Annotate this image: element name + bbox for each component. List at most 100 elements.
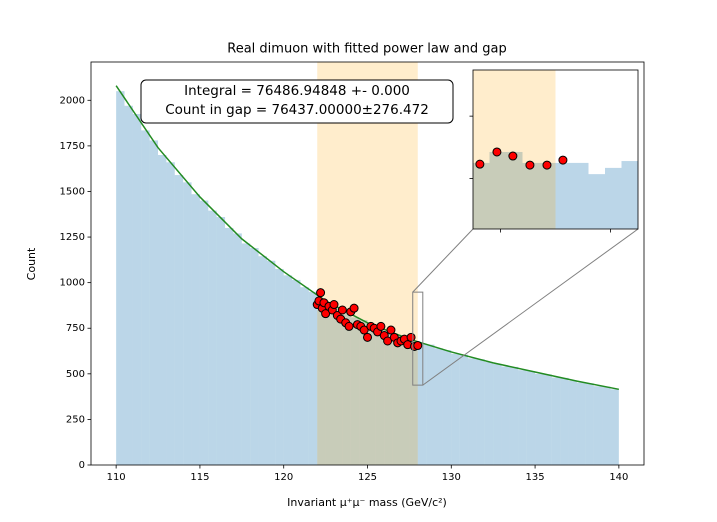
histogram-bar: [501, 366, 510, 465]
histogram-bar: [526, 371, 536, 465]
data-point: [329, 300, 339, 310]
data-point: [363, 332, 372, 342]
histogram-bar: [555, 162, 589, 229]
x-tick-label: 125: [358, 472, 377, 483]
axes: [469, 69, 639, 233]
plot-area: [115, 62, 620, 465]
histogram-bar: [158, 155, 167, 465]
histogram-bar: [568, 380, 577, 465]
histogram-bar: [610, 389, 619, 465]
histogram-bar: [250, 248, 259, 465]
histogram-bar: [241, 243, 251, 465]
data-point: [413, 341, 423, 351]
histogram-bar: [216, 217, 226, 465]
histogram-bar: [588, 174, 605, 229]
histogram-bar: [183, 182, 192, 465]
annotation: Integral = 76486.94848 +- 0.000: [184, 83, 410, 99]
histogram-bar: [535, 373, 544, 465]
data-point: [492, 147, 502, 157]
x-tick-label: 135: [526, 472, 545, 483]
histogram-bar: [308, 291, 318, 465]
x-tick-label: 130: [442, 472, 461, 483]
y-tick-label: 1750: [60, 141, 85, 152]
y-tick-label: 500: [66, 369, 85, 380]
data-point: [508, 151, 518, 161]
fit-line: [115, 85, 620, 391]
histogram-bar: [367, 324, 376, 465]
histogram-bar: [208, 210, 217, 465]
histogram-bar: [359, 320, 368, 465]
histogram-bar: [560, 377, 569, 465]
histogram-bar: [473, 162, 490, 229]
data-point: [383, 336, 393, 346]
x-tick-label: 115: [190, 472, 209, 483]
histogram-bar: [409, 341, 418, 465]
data-point: [558, 155, 568, 165]
chart-title: Real dimuon with fitted power law and ga…: [227, 42, 506, 57]
histogram-bar: [417, 343, 427, 465]
histogram-bar: [576, 382, 586, 465]
histogram-bar: [621, 161, 638, 229]
histogram-bar: [375, 328, 385, 465]
histogram-bar: [434, 348, 443, 465]
histogram-bar: [283, 275, 293, 465]
histogram-bar: [141, 130, 150, 465]
histogram-bar: [426, 344, 435, 465]
histogram-bar: [451, 353, 460, 465]
histogram-bar: [174, 175, 184, 465]
histogram-bar: [333, 308, 343, 465]
data-point: [344, 321, 354, 331]
histogram-bar: [484, 361, 494, 465]
data-point: [349, 303, 359, 313]
histogram-bar: [593, 386, 603, 465]
histogram-bar: [476, 359, 485, 465]
histogram-bar: [325, 303, 334, 465]
histogram-bar: [350, 317, 360, 465]
y-tick-label: 750: [66, 323, 85, 334]
y-tick-label: 250: [66, 414, 85, 425]
histogram-bar: [225, 227, 234, 465]
annotation: Count in gap = 76437.00000±276.472: [165, 102, 429, 118]
histogram-bar: [522, 162, 556, 229]
y-tick-label: 2000: [60, 95, 85, 106]
histogram-bar: [275, 268, 284, 465]
x-axis-label: Invariant μ⁺μ⁻ mass (GeV/c²): [287, 496, 447, 509]
histogram-bar: [317, 299, 326, 465]
y-tick-label: 1000: [60, 278, 85, 289]
histogram-bar: [300, 287, 309, 465]
zoom-connector: [412, 228, 474, 293]
histogram-bar: [602, 386, 611, 465]
data-point: [525, 160, 535, 170]
plot-area: [473, 70, 638, 229]
data-point: [406, 332, 416, 342]
data-point: [359, 325, 369, 335]
histogram-bar: [459, 354, 469, 465]
histogram-bar: [266, 260, 276, 465]
data-point: [386, 325, 396, 335]
y-axis-label: Count: [25, 247, 38, 280]
y-tick-label: 1500: [60, 186, 85, 197]
histogram-bar: [489, 151, 523, 229]
histogram-bar: [124, 105, 133, 465]
histogram-bar: [384, 330, 393, 465]
histogram-bar: [551, 377, 561, 465]
data-point: [337, 305, 347, 315]
histogram-bar: [518, 370, 527, 465]
data-point: [316, 288, 326, 298]
gap-span: [473, 70, 556, 229]
histogram-bar: [116, 91, 125, 465]
x-tick-label: 110: [107, 472, 126, 483]
histogram-bar: [292, 279, 301, 465]
histogram-bar: [585, 383, 594, 465]
x-tick-label: 120: [274, 472, 293, 483]
histogram-bar: [149, 140, 159, 465]
histogram-bar: [166, 162, 175, 465]
histogram-bar: [442, 350, 452, 465]
histogram-bar: [493, 363, 502, 465]
histogram-bar: [392, 334, 402, 465]
annotation-box: Integral = 76486.94848 +- 0.000 Count in …: [140, 79, 454, 124]
zoom-indicator: [412, 291, 424, 386]
histogram-bar: [233, 233, 242, 465]
histogram-bar: [258, 256, 267, 465]
histogram-bar: [468, 358, 477, 465]
